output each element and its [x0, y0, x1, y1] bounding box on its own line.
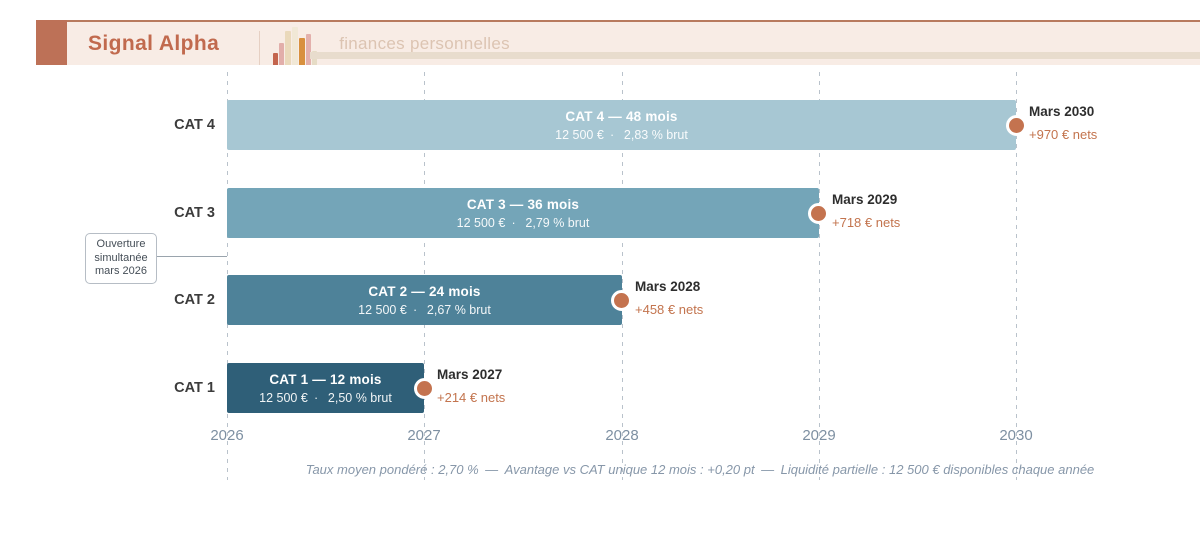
net-gain-label: +970 € nets	[1029, 127, 1098, 142]
maturity-info-2030: Mars 2030 +970 € nets	[1029, 104, 1097, 143]
bar-title: CAT 2 — 24 mois	[368, 283, 481, 299]
bar-chart-icon-bar	[292, 27, 299, 65]
maturity-info-2027: Mars 2027 +214 € nets	[437, 367, 505, 406]
bar-title: CAT 3 — 36 mois	[466, 196, 580, 212]
header-divider	[259, 31, 261, 65]
bar-chart-icon-bar	[273, 53, 279, 65]
gridline-2028	[622, 72, 623, 480]
row-label-cat-4: CAT 4	[174, 117, 215, 133]
x-tick-label-2027: 2027	[407, 427, 441, 444]
row-label-cat-1: CAT 1	[174, 380, 215, 396]
maturity-marker-2028[interactable]	[611, 289, 632, 311]
bar-subtitle: 12 500 € · 2,83 % brut	[555, 127, 688, 142]
bar-chart-icon	[273, 25, 318, 65]
bar-chart-icon-bar	[299, 38, 306, 65]
cat-bar-cat-3[interactable]: CAT 3 — 36 mois 12 500 € · 2,79 % brut	[227, 188, 819, 238]
net-gain-label: +718 € nets	[832, 215, 901, 230]
brand-title: Signal Alpha	[88, 31, 220, 55]
gridline-2030	[1016, 72, 1017, 480]
net-gain-label: +214 € nets	[437, 390, 506, 405]
annotation-connector	[150, 256, 227, 257]
brand-accent-square	[36, 20, 67, 65]
annotation-box: Ouverture simultanée mars 2026	[85, 233, 157, 284]
x-tick-label-2030: 2030	[999, 427, 1033, 444]
maturity-label: Mars 2029	[832, 192, 898, 207]
gridline-2029	[819, 72, 820, 480]
row-label-cat-2: CAT 2	[174, 292, 215, 308]
maturity-marker-2030[interactable]	[1006, 114, 1027, 136]
bar-chart-icon-bar	[306, 34, 312, 65]
bar-subtitle: 12 500 € · 2,79 % brut	[456, 215, 590, 230]
x-tick-label-2028: 2028	[605, 427, 639, 444]
footer-note: Taux moyen pondéré : 2,70 % — Avantage v…	[305, 462, 1095, 477]
subtitle-underline	[310, 52, 1200, 59]
header-subtitle: finances personnelles	[339, 33, 510, 53]
bar-subtitle: 12 500 € · 2,50 % brut	[259, 390, 392, 405]
maturity-label: Mars 2030	[1029, 104, 1095, 119]
x-tick-label-2029: 2029	[802, 427, 836, 444]
annotation-line: simultanée	[94, 251, 148, 264]
maturity-label: Mars 2027	[437, 367, 503, 382]
maturity-marker-2027[interactable]	[414, 377, 435, 399]
bar-chart-icon-bar	[285, 31, 292, 65]
maturity-label: Mars 2028	[635, 279, 701, 294]
bar-title: CAT 1 — 12 mois	[269, 371, 382, 387]
annotation-line: mars 2026	[95, 265, 147, 277]
row-label-cat-3: CAT 3	[174, 205, 215, 221]
bar-chart-icon-bar	[279, 43, 285, 65]
net-gain-label: +458 € nets	[635, 302, 704, 317]
annotation-line: Ouverture	[96, 238, 146, 250]
maturity-info-2028: Mars 2028 +458 € nets	[635, 279, 703, 318]
bar-title: CAT 4 — 48 mois	[565, 108, 678, 124]
cat-bar-cat-2[interactable]: CAT 2 — 24 mois 12 500 € · 2,67 % brut	[227, 275, 622, 325]
maturity-marker-2029[interactable]	[808, 202, 829, 224]
cat-bar-cat-1[interactable]: CAT 1 — 12 mois 12 500 € · 2,50 % brut	[227, 363, 424, 413]
x-tick-label-2026: 2026	[210, 427, 244, 444]
maturity-info-2029: Mars 2029 +718 € nets	[832, 192, 900, 231]
cat-bar-cat-4[interactable]: CAT 4 — 48 mois 12 500 € · 2,83 % brut	[227, 100, 1016, 150]
bar-subtitle: 12 500 € · 2,67 % brut	[358, 302, 491, 317]
